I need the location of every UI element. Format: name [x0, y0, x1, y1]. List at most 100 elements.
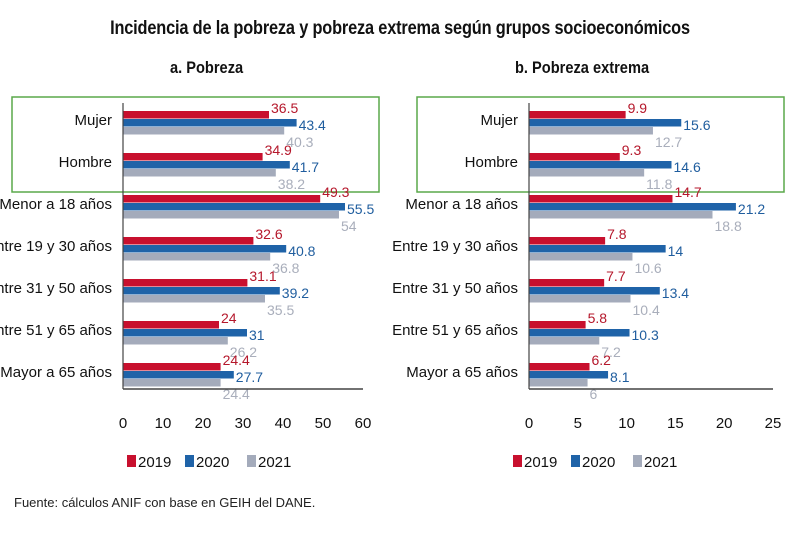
x-tick-label: 5	[574, 415, 582, 432]
category-label: Mayor a 65 años	[406, 364, 518, 381]
legend-label-2021: 2021	[258, 454, 291, 471]
data-label-2019: 49.3	[322, 184, 349, 200]
data-label-2019: 9.9	[628, 100, 648, 116]
bar-2020	[123, 329, 247, 337]
bar-2020	[123, 287, 280, 295]
data-label-2019: 7.7	[606, 268, 626, 284]
data-label-2021: 24.4	[223, 386, 250, 402]
bar-2019	[123, 363, 221, 371]
data-label-2021: 18.8	[714, 218, 741, 234]
bar-2020	[123, 203, 345, 211]
bar-2020	[529, 245, 666, 253]
bar-2020	[123, 119, 297, 127]
data-label-2020: 27.7	[236, 369, 263, 385]
legend-swatch-2021	[247, 455, 256, 467]
data-label-2019: 9.3	[622, 142, 642, 158]
data-label-2019: 32.6	[255, 226, 282, 242]
data-label-2020: 14.6	[673, 159, 700, 175]
x-tick-label: 10	[155, 415, 172, 432]
bar-2021	[529, 211, 713, 219]
bar-2021	[529, 295, 631, 303]
legend-label-2021: 2021	[644, 454, 677, 471]
bar-2021	[123, 211, 339, 219]
legend-label-2020: 2020	[582, 454, 615, 471]
category-label: Entre 19 y 30 años	[392, 238, 518, 255]
category-label: Entre 51 y 65 años	[392, 322, 518, 339]
category-label: Entre 31 y 50 años	[0, 280, 112, 297]
data-label-2020: 15.6	[683, 117, 710, 133]
data-label-2021: 11.8	[646, 176, 672, 192]
panel-b-title: b. Pobreza extrema	[515, 58, 650, 77]
data-label-2021: 54	[341, 218, 357, 234]
legend-label-2019: 2019	[138, 454, 171, 471]
bar-2019	[529, 363, 590, 371]
x-tick-label: 40	[275, 415, 292, 432]
data-label-2019: 6.2	[592, 352, 612, 368]
source-note: Fuente: cálculos ANIF con base en GEIH d…	[14, 495, 316, 510]
bar-2021	[123, 337, 228, 345]
category-label: Entre 51 y 65 años	[0, 322, 112, 339]
x-tick-label: 20	[195, 415, 212, 432]
category-label: Mayor a 65 años	[0, 364, 112, 381]
data-label-2020: 40.8	[288, 243, 315, 259]
category-label: Entre 31 y 50 años	[392, 280, 518, 297]
category-label: Menor a 18 años	[405, 196, 518, 213]
data-label-2020: 21.2	[738, 201, 765, 217]
data-label-2021: 10.4	[633, 302, 660, 318]
data-label-2021: 7.2	[601, 344, 621, 360]
legend-swatch-2019	[513, 455, 522, 467]
x-tick-label: 25	[765, 415, 782, 432]
bar-2019	[529, 321, 586, 329]
bar-2021	[529, 337, 600, 345]
data-label-2021: 38.2	[278, 176, 305, 192]
bar-2020	[529, 161, 672, 169]
bar-2020	[529, 329, 630, 337]
x-tick-label: 10	[618, 415, 635, 432]
x-tick-label: 0	[525, 415, 533, 432]
data-label-2021: 26.2	[230, 344, 257, 360]
x-tick-label: 30	[235, 415, 252, 432]
data-label-2020: 13.4	[662, 285, 689, 301]
bar-2020	[123, 371, 234, 379]
category-label: Hombre	[465, 154, 518, 171]
data-label-2020: 43.4	[299, 117, 326, 133]
data-label-2021: 12.7	[655, 134, 682, 150]
x-tick-label: 50	[315, 415, 332, 432]
bar-2020	[529, 203, 736, 211]
data-label-2020: 41.7	[292, 159, 319, 175]
bar-2019	[123, 237, 254, 245]
bar-2021	[123, 253, 271, 261]
panel-a-title: a. Pobreza	[170, 58, 244, 77]
data-label-2020: 31	[249, 327, 265, 343]
data-label-2019: 31.1	[249, 268, 276, 284]
legend-label-2019: 2019	[524, 454, 557, 471]
data-label-2019: 7.8	[607, 226, 627, 242]
bar-2020	[123, 161, 290, 169]
category-label: Hombre	[59, 154, 112, 171]
bar-2019	[123, 321, 219, 329]
category-label: Entre 19 y 30 años	[0, 238, 112, 255]
bar-2019	[123, 111, 269, 119]
legend-swatch-2020	[185, 455, 194, 467]
bar-2021	[529, 379, 588, 387]
x-tick-label: 15	[667, 415, 684, 432]
x-tick-label: 0	[119, 415, 127, 432]
highlight-box	[416, 96, 785, 193]
bar-2021	[529, 127, 653, 135]
bar-2019	[529, 237, 606, 245]
bar-2019	[123, 153, 263, 161]
category-label: Mujer	[74, 112, 112, 129]
bar-2021	[123, 379, 221, 387]
data-label-2019: 24.4	[223, 352, 250, 368]
legend-swatch-2020	[571, 455, 580, 467]
data-label-2021: 40.3	[286, 134, 313, 150]
bar-2019	[123, 195, 321, 203]
legend-label-2020: 2020	[196, 454, 229, 471]
highlight-box	[11, 96, 380, 193]
bar-2021	[529, 253, 633, 261]
bar-2021	[123, 295, 265, 303]
category-label: Mujer	[480, 112, 518, 129]
data-label-2021: 35.5	[267, 302, 294, 318]
data-label-2019: 34.9	[265, 142, 292, 158]
